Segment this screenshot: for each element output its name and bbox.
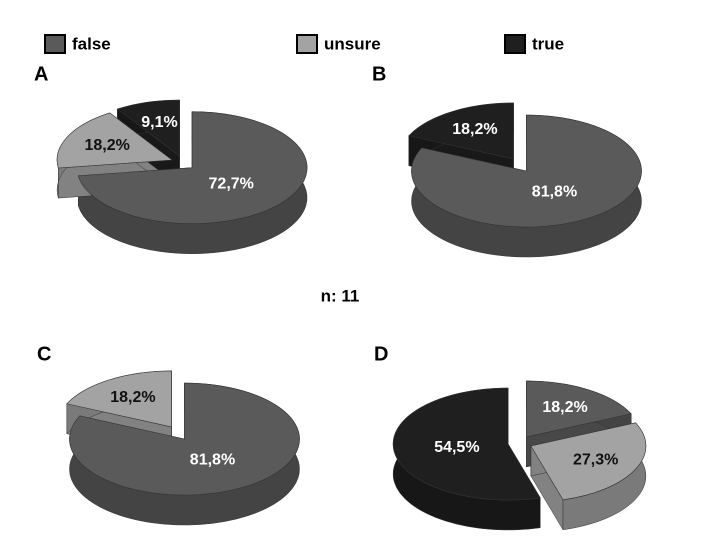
slice bbox=[392, 387, 541, 501]
panel-label: D bbox=[374, 343, 388, 365]
panel-label: A bbox=[34, 63, 48, 85]
slice bbox=[526, 380, 632, 438]
value-label: 81,8% bbox=[532, 183, 577, 200]
value-label: 54,5% bbox=[434, 439, 479, 456]
legend-label: true bbox=[532, 34, 564, 53]
panel-label: B bbox=[372, 63, 386, 85]
value-label: 18,2% bbox=[85, 137, 130, 154]
legend-swatch bbox=[504, 34, 526, 54]
value-label: 18,2% bbox=[110, 389, 155, 406]
value-label: 81,8% bbox=[190, 451, 235, 468]
panel-label: C bbox=[37, 343, 51, 365]
legend-swatch bbox=[44, 34, 66, 54]
slice bbox=[77, 111, 308, 224]
sample-size: n: 11 bbox=[321, 286, 360, 305]
value-label: 72,7% bbox=[209, 175, 254, 192]
slice bbox=[56, 112, 173, 169]
legend-label: false bbox=[72, 34, 111, 53]
slice bbox=[66, 370, 172, 428]
value-label: 18,2% bbox=[542, 399, 587, 416]
slice bbox=[411, 114, 642, 228]
legend-swatch bbox=[296, 34, 318, 54]
slice bbox=[116, 99, 180, 157]
value-label: 9,1% bbox=[141, 114, 177, 131]
value-label: 18,2% bbox=[452, 121, 497, 138]
slice bbox=[408, 102, 514, 160]
slice bbox=[69, 382, 300, 496]
legend-label: unsure bbox=[324, 34, 381, 53]
slice bbox=[530, 422, 647, 501]
value-label: 27,3% bbox=[573, 452, 618, 469]
